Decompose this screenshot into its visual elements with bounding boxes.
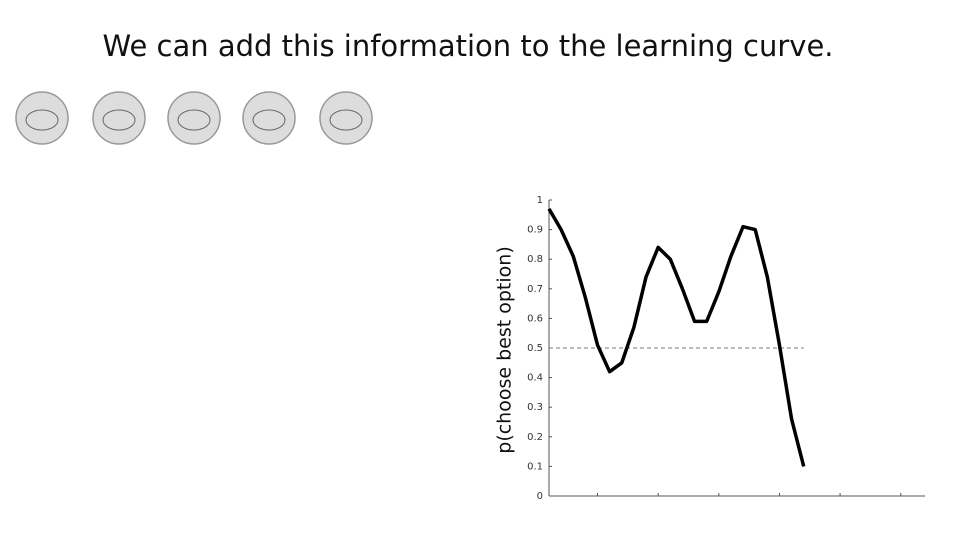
icon bbox=[15, 91, 69, 145]
cat-drawings bbox=[25, 109, 363, 131]
y-tick-label: 0.4 bbox=[527, 373, 543, 384]
cat bbox=[177, 109, 211, 131]
y-tick-label: 1 bbox=[537, 195, 543, 206]
slide-title: We can add this information to the learn… bbox=[102, 29, 833, 63]
data-line bbox=[547, 207, 806, 467]
cat bbox=[25, 109, 59, 131]
y-tick-label: 0.9 bbox=[527, 225, 543, 236]
icon bbox=[242, 91, 296, 145]
y-tick-label: 0.2 bbox=[527, 432, 543, 443]
y-tick-label: 0.5 bbox=[527, 343, 543, 354]
cat bbox=[329, 109, 363, 131]
cat-icons bbox=[15, 91, 373, 145]
cat bbox=[102, 109, 136, 131]
y-tick-label: 0.3 bbox=[527, 402, 543, 413]
icon bbox=[167, 91, 221, 145]
icon bbox=[92, 91, 146, 145]
y-tick-label: 0.6 bbox=[527, 313, 543, 324]
y-tick-label: 0.8 bbox=[527, 254, 543, 265]
y-tick-label: 0.1 bbox=[527, 461, 543, 472]
y-axis-label: p(choose best option) bbox=[494, 246, 516, 453]
y-tick-label: 0 bbox=[537, 491, 543, 502]
y-tick-label: 0.7 bbox=[527, 284, 543, 295]
cat bbox=[252, 109, 286, 131]
icon bbox=[319, 91, 373, 145]
